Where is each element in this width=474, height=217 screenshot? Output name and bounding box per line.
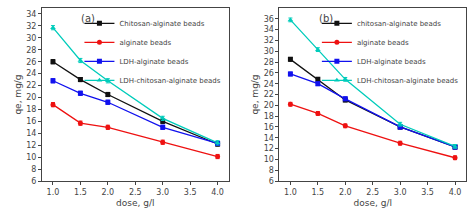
svg-text:34: 34	[26, 10, 36, 19]
svg-text:12: 12	[26, 141, 36, 150]
svg-text:(b): (b)	[319, 13, 333, 24]
svg-text:36: 36	[264, 15, 274, 24]
svg-text:32: 32	[26, 22, 36, 31]
svg-text:30: 30	[264, 47, 274, 56]
svg-text:22: 22	[26, 81, 36, 90]
svg-text:dose, g/l: dose, g/l	[354, 198, 392, 208]
svg-text:1.5: 1.5	[74, 188, 87, 197]
svg-text:4.0: 4.0	[449, 188, 462, 197]
svg-text:dose, g/l: dose, g/l	[116, 198, 154, 208]
svg-text:20: 20	[26, 93, 36, 102]
svg-text:2.0: 2.0	[101, 188, 114, 197]
svg-text:LDH-chitosan-alginate beads: LDH-chitosan-alginate beads	[357, 77, 458, 85]
svg-text:1.0: 1.0	[284, 188, 297, 197]
svg-text:alginate beads: alginate beads	[119, 39, 171, 47]
svg-text:6: 6	[31, 177, 36, 186]
svg-text:2.0: 2.0	[339, 188, 352, 197]
svg-text:30: 30	[26, 34, 36, 43]
svg-text:10: 10	[26, 153, 36, 162]
svg-text:28: 28	[264, 58, 274, 67]
svg-text:(a): (a)	[81, 13, 95, 24]
svg-text:18: 18	[26, 105, 36, 114]
svg-text:alginate beads: alginate beads	[357, 39, 409, 47]
svg-text:3.5: 3.5	[421, 188, 434, 197]
svg-text:28: 28	[26, 46, 36, 55]
svg-text:qe, mg/g: qe, mg/g	[13, 74, 23, 114]
svg-text:2.5: 2.5	[366, 188, 379, 197]
svg-text:24: 24	[26, 69, 36, 78]
svg-text:32: 32	[264, 36, 274, 45]
svg-text:8: 8	[31, 165, 36, 174]
svg-text:qe, mg/g: qe, mg/g	[250, 74, 260, 114]
svg-text:26: 26	[264, 69, 274, 78]
svg-text:18: 18	[264, 112, 274, 121]
svg-text:20: 20	[264, 101, 274, 110]
svg-text:14: 14	[26, 129, 36, 138]
svg-text:22: 22	[264, 90, 274, 99]
svg-text:34: 34	[264, 25, 274, 34]
svg-text:12: 12	[264, 144, 274, 153]
svg-text:3.5: 3.5	[184, 188, 197, 197]
svg-text:LDH-chitosan-alginate beads: LDH-chitosan-alginate beads	[119, 77, 220, 85]
svg-text:24: 24	[264, 79, 274, 88]
svg-text:3.0: 3.0	[394, 188, 407, 197]
svg-text:8: 8	[269, 166, 274, 175]
svg-text:10: 10	[264, 155, 274, 164]
svg-text:2.5: 2.5	[129, 188, 142, 197]
svg-text:4.0: 4.0	[211, 188, 224, 197]
svg-text:26: 26	[26, 57, 36, 66]
svg-text:16: 16	[264, 123, 274, 132]
svg-text:LDH-alginate beads: LDH-alginate beads	[357, 58, 426, 66]
svg-text:chitosan-alginate beads: chitosan-alginate beads	[357, 20, 441, 28]
svg-text:3.0: 3.0	[156, 188, 169, 197]
svg-text:Chitosan-alginate beads: Chitosan-alginate beads	[119, 20, 204, 28]
svg-text:6: 6	[269, 177, 274, 186]
svg-text:16: 16	[26, 117, 36, 126]
svg-text:1.5: 1.5	[311, 188, 324, 197]
svg-text:14: 14	[264, 134, 274, 143]
svg-text:1.0: 1.0	[47, 188, 60, 197]
svg-text:LDH-alginate beads: LDH-alginate beads	[119, 58, 188, 66]
